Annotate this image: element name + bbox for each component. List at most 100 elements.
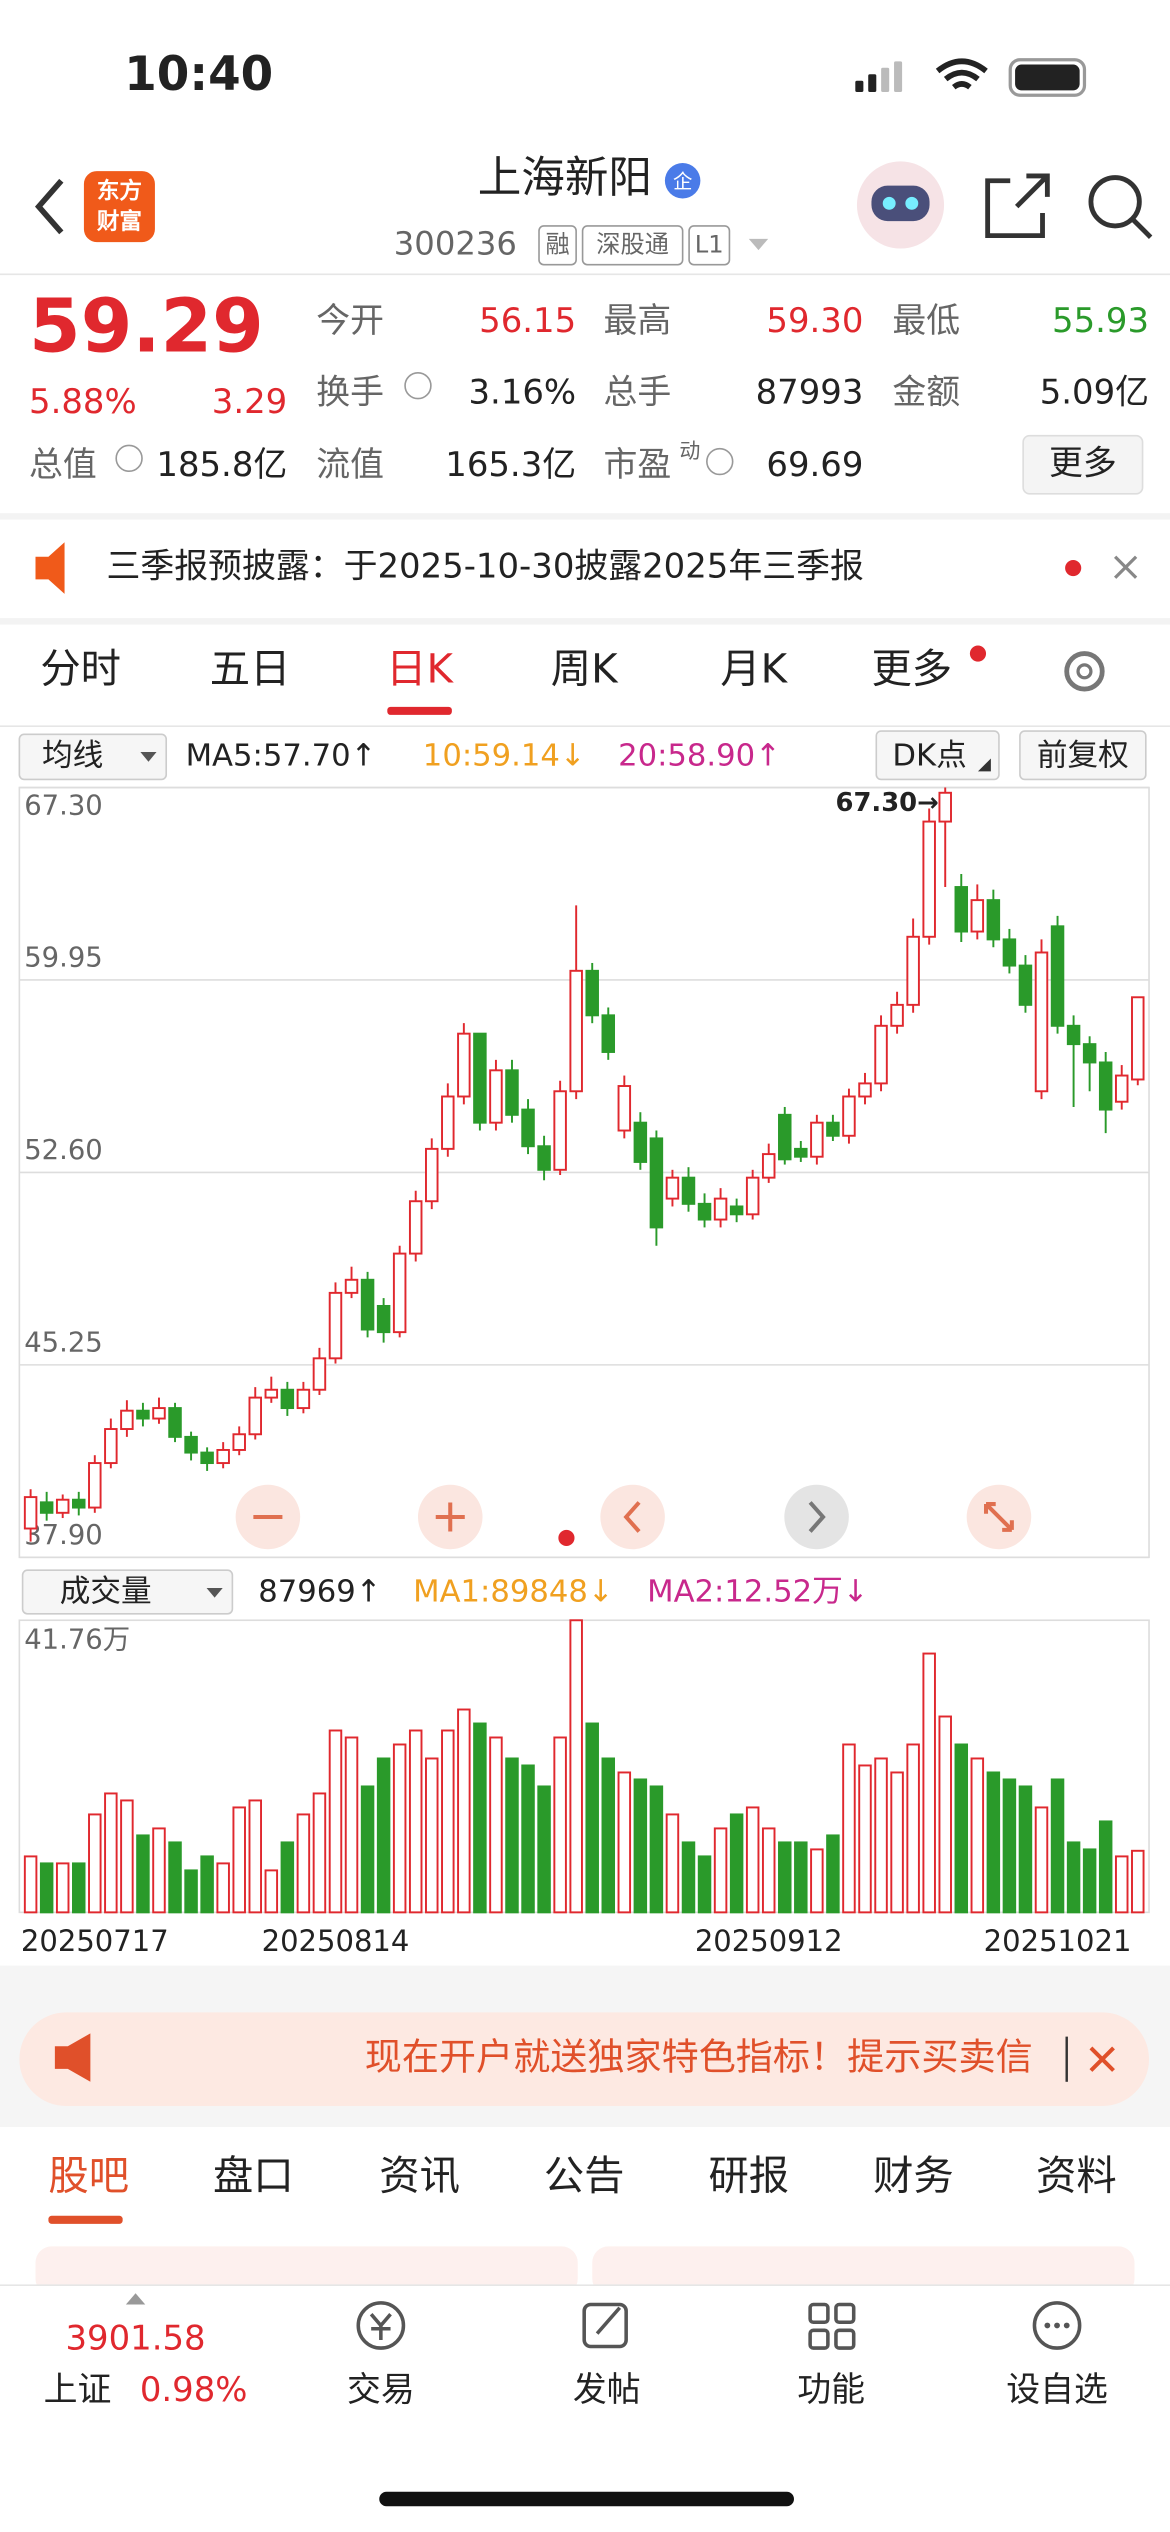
close-notice[interactable] [1113,555,1138,579]
nav-label[interactable]: 发帖 [573,2370,641,2409]
scroll-right[interactable] [784,1484,849,1550]
expand-arrow[interactable] [125,2293,146,2305]
volume-bar [72,1862,86,1914]
trade-icon[interactable] [356,2301,406,2350]
content-tab[interactable]: 盘口 [213,2153,294,2200]
badge [581,225,684,266]
volume-bar [954,1743,969,1914]
close-promo[interactable] [1089,2046,1115,2072]
content-tab[interactable]: 公告 [544,2153,625,2200]
index-change[interactable]: 0.98% [140,2370,248,2409]
indicator-label[interactable]: 均线 [42,738,103,773]
candle-body [649,1137,664,1229]
volume-bar [264,1869,279,1914]
volume-bar [88,1813,102,1914]
icon [834,2302,856,2325]
icon [435,1502,465,1532]
volume-bar [328,1729,343,1914]
promo-text[interactable]: 现在开户就送独家特色指标！提示买卖信 [365,2036,1033,2079]
candle-body [1018,964,1033,1006]
dk-button[interactable] [875,730,1000,781]
feature-icon[interactable] [808,2302,830,2325]
volume-bar [1098,1820,1113,1914]
index-value[interactable]: 3901.58 [66,2319,206,2358]
info-icon[interactable] [115,444,143,473]
period-tab[interactable]: 日K [386,645,454,692]
candle-body [88,1462,102,1509]
volume-bar [617,1771,632,1914]
card[interactable] [592,2246,1135,2295]
volume-bar [152,1827,166,1914]
candle-body [521,1108,535,1148]
field-label: 换手 [316,372,384,411]
adjust-label[interactable]: 前复权 [1037,738,1129,773]
candle-body [585,969,599,1017]
period-tab[interactable]: 分时 [40,645,121,692]
volume-bar [441,1729,455,1914]
volume-bar [938,1715,952,1914]
candle-body [1050,925,1065,1027]
volume-bar [537,1785,551,1914]
volume-ma-label: MA2:12.52万↓ [647,1574,868,1609]
volume-bar [457,1708,471,1914]
dropdown-arrow[interactable] [748,238,769,251]
volume-ma-label: MA1:89848↓ [413,1574,613,1609]
back-button[interactable] [34,178,64,235]
volume-bar [1082,1848,1097,1914]
nav-label[interactable]: 设自选 [1006,2370,1108,2409]
content-tab[interactable]: 股吧 [48,2153,129,2200]
volume-bar [761,1827,776,1914]
content-tab[interactable]: 研报 [708,2153,789,2200]
volume-select[interactable] [21,1569,234,1615]
content-tab[interactable]: 资讯 [379,2153,460,2200]
nav-label[interactable]: 交易 [347,2370,415,2409]
period-tab[interactable]: 五日 [210,645,291,692]
avatar-eye [905,196,919,210]
watch-icon[interactable] [1032,2301,1082,2350]
promo-banner[interactable] [19,2012,1150,2107]
volume-bar [392,1743,407,1914]
change-pct: 5.88% [29,382,137,421]
index-name[interactable]: 上证 [44,2370,112,2409]
volume-bar [745,1806,760,1914]
search-button[interactable] [1088,175,1142,229]
info-icon[interactable] [404,371,432,400]
change: 3.29 [212,382,287,421]
candle-body [553,1090,567,1171]
candle-body [280,1388,295,1410]
home-indicator [379,2491,794,2507]
card[interactable] [35,2246,578,2295]
candle-body [168,1407,182,1438]
candle-body [826,1121,840,1137]
candle-body [200,1451,214,1465]
divider [0,513,1170,520]
volume-bar [216,1862,230,1914]
scroll-left[interactable] [600,1484,665,1550]
more-label[interactable]: 更多 [1049,443,1117,482]
volume-bar [665,1813,680,1914]
period-tab[interactable]: 周K [551,645,619,692]
post-icon[interactable] [582,2302,628,2349]
content-tab[interactable]: 财务 [873,2153,954,2200]
content-tab[interactable]: 资料 [1036,2153,1117,2200]
info-icon[interactable] [706,447,734,476]
adjust-button[interactable] [1019,730,1147,781]
candle-body [665,1176,680,1200]
volume-bar [200,1855,214,1914]
field-label: 今开 [316,301,384,340]
volume-bar [505,1757,519,1914]
notice-text[interactable]: 三季报预披露：于2025-10-30披露2025年三季报 [107,547,864,586]
period-tab[interactable]: 更多 [871,645,952,692]
settings-button[interactable] [1064,651,1105,692]
x-tick-label: 20250814 [262,1924,410,1958]
indicator-select[interactable] [18,733,168,781]
period-tab[interactable]: 月K [720,645,788,692]
volume-select-label[interactable]: 成交量 [60,1574,152,1609]
share-button[interactable] [985,173,1050,239]
volume-bar [55,1862,70,1914]
nav-label[interactable]: 功能 [797,2370,865,2409]
more-button[interactable] [1022,434,1144,495]
dk-label[interactable]: DK点 [892,738,966,773]
candle-body [408,1200,423,1255]
badge [664,162,701,199]
